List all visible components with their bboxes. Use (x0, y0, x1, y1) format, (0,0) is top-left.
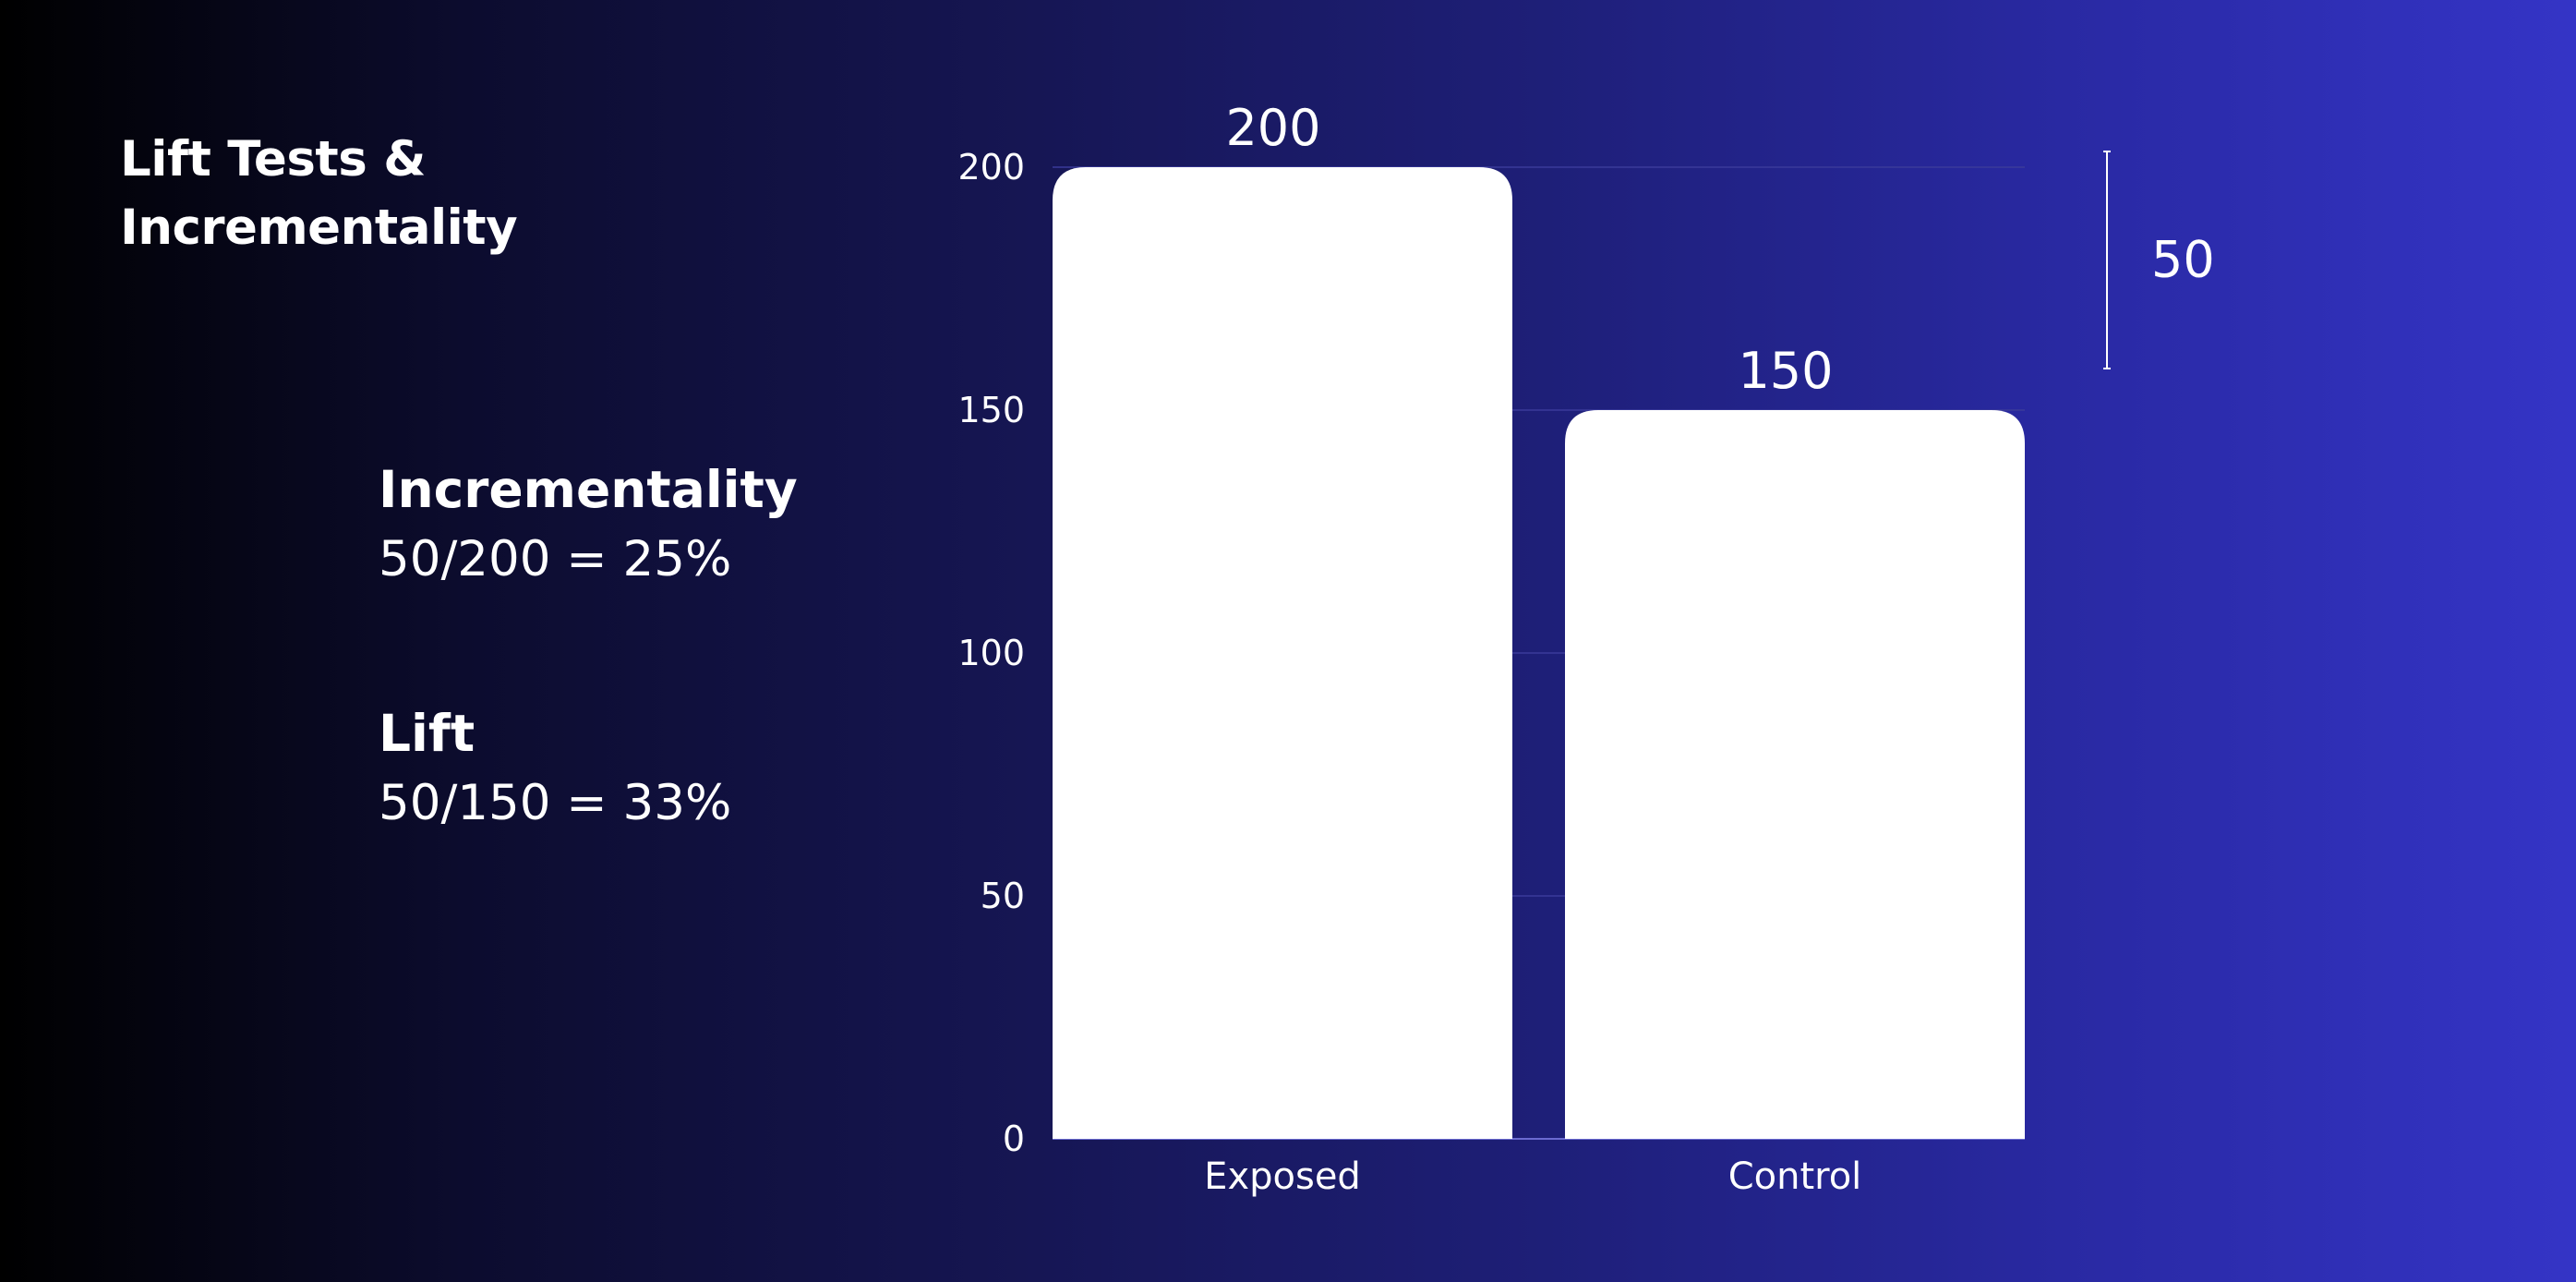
data-label-exposed: 200 (1225, 99, 1320, 157)
bar-control (1565, 410, 2025, 1139)
y-tick-label-100: 100 (957, 633, 1025, 673)
data-labels: 200 150 (1225, 99, 1833, 400)
incrementality-label: Incrementality (379, 460, 798, 519)
incrementality-value: 50/200 = 25% (379, 531, 732, 587)
x-axis-ticks: Exposed Control (1204, 1155, 1861, 1198)
lift-label: Lift (379, 704, 475, 763)
y-tick-label-50: 50 (981, 876, 1025, 916)
data-label-control: 150 (1738, 342, 1833, 400)
y-tick-label-150: 150 (957, 390, 1025, 430)
x-tick-label-control: Control (1728, 1155, 1862, 1198)
bar-exposed (1053, 167, 1512, 1139)
annotation-label: 50 (2151, 231, 2215, 289)
title-line-1: Lift Tests & (120, 131, 426, 187)
y-axis-ticks: 0 50 100 150 200 (957, 147, 1025, 1159)
lift-metric: Lift 50/150 = 33% (379, 698, 731, 839)
y-tick-label-0: 0 (1003, 1119, 1025, 1159)
lift-value: 50/150 = 33% (379, 775, 732, 831)
title-line-2: Incrementality (120, 200, 518, 256)
x-tick-label-exposed: Exposed (1204, 1155, 1361, 1198)
y-tick-label-200: 200 (957, 147, 1025, 187)
incrementality-metric: Incrementality 50/200 = 25% (379, 454, 798, 595)
bars (1053, 167, 2025, 1139)
chart-title: Lift Tests & Incrementality (120, 126, 518, 262)
difference-annotation: 50 (2103, 151, 2215, 369)
